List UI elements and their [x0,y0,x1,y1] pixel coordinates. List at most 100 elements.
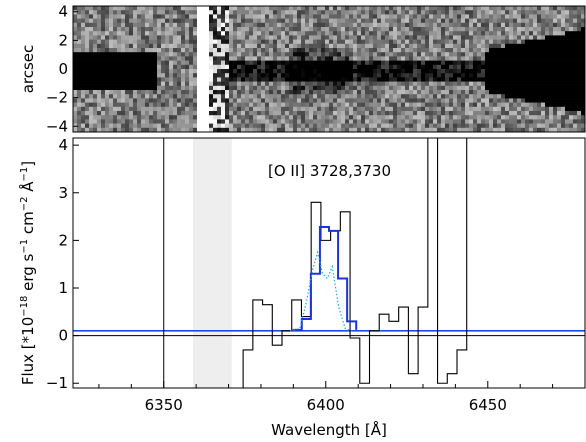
heatmap-cell [129,81,134,87]
heatmap-cell [289,35,294,40]
heatmap-cell [417,127,422,133]
heatmap-cell [533,18,538,24]
heatmap-cell [481,14,486,19]
heatmap-cell [405,111,410,116]
heatmap-cell [437,85,442,91]
heatmap-cell [269,90,274,95]
heatmap-cell [193,94,198,99]
heatmap-cell [481,102,486,108]
heatmap-cell [441,39,446,45]
heatmap-cell [289,22,294,28]
heatmap-cell [385,81,390,87]
heatmap-cell [489,73,494,78]
heatmap-cell [521,48,526,53]
heatmap-cell [569,56,574,61]
heatmap-cell [369,85,374,91]
heatmap-cell [125,64,130,70]
heatmap-cell [381,43,386,49]
heatmap-cell [445,106,450,112]
heatmap-cell [321,127,326,133]
heatmap-cell [541,35,546,40]
heatmap-cell [553,77,558,82]
bottom-y-tick-label: −1 [46,374,68,392]
heatmap-cell [409,60,414,66]
heatmap-cell [133,27,138,32]
heatmap-cell [361,56,366,61]
heatmap-cell [569,98,574,103]
heatmap-cell [481,81,486,87]
heatmap-cell [493,123,498,129]
heatmap-cell [333,119,338,124]
heatmap-cell [385,98,390,103]
heatmap-cell [213,123,218,129]
heatmap-cell [413,6,418,11]
heatmap-cell [517,111,522,116]
heatmap-cell [81,127,86,133]
heatmap-cell [365,102,370,108]
heatmap-cell [561,18,566,24]
heatmap-cell [269,115,274,120]
heatmap-cell [513,77,518,82]
heatmap-cell [293,119,298,124]
heatmap-cell [457,106,462,112]
heatmap-cell [269,39,274,45]
heatmap-cell [249,102,254,108]
heatmap-cell [325,111,330,116]
heatmap-cell [93,10,98,15]
heatmap-cell [533,102,538,108]
heatmap-cell [241,106,246,112]
heatmap-cell [461,6,466,11]
heatmap-cell [569,60,574,66]
heatmap-cell [401,6,406,11]
heatmap-cell [497,39,502,45]
heatmap-cell [353,43,358,49]
heatmap-cell [313,102,318,108]
heatmap-cell [285,102,290,108]
heatmap-cell [365,106,370,112]
heatmap-cell [173,10,178,15]
heatmap-cell [349,56,354,61]
heatmap-cell [485,119,490,124]
heatmap-cell [293,123,298,129]
heatmap-cell [553,27,558,32]
heatmap-cell [477,14,482,19]
heatmap-cell [281,73,286,78]
heatmap-cell [181,43,186,49]
heatmap-cell [237,81,242,87]
heatmap-cell [273,98,278,103]
heatmap-cell [497,69,502,74]
heatmap-cell [465,119,470,124]
heatmap-cell [297,35,302,40]
heatmap-cell [441,52,446,57]
heatmap-cell [289,69,294,74]
heatmap-cell [393,102,398,108]
heatmap-cell [525,14,530,19]
heatmap-cell [229,90,234,95]
heatmap-cell [241,18,246,24]
heatmap-cell [557,123,562,129]
heatmap-cell [149,43,154,49]
heatmap-cell [213,106,218,112]
heatmap-cell [237,31,242,36]
heatmap-cell [529,14,534,19]
heatmap-cell [309,14,314,19]
heatmap-cell [121,39,126,45]
heatmap-cell [193,123,198,129]
heatmap-cell [501,64,506,70]
heatmap-cell [529,119,534,124]
heatmap-cell [465,60,470,66]
heatmap-cell [385,6,390,11]
heatmap-cell [205,48,210,53]
heatmap-cell [289,6,294,11]
heatmap-cell [501,14,506,19]
heatmap-cell [129,18,134,24]
heatmap-cell [317,94,322,99]
heatmap-cell [473,81,478,87]
heatmap-cell [369,106,374,112]
heatmap-cell [525,127,530,133]
heatmap-cell [373,48,378,53]
heatmap-cell [125,31,130,36]
heatmap-cell [349,127,354,133]
heatmap-cell [97,98,102,103]
